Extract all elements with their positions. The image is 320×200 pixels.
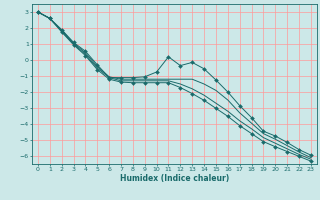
X-axis label: Humidex (Indice chaleur): Humidex (Indice chaleur)	[120, 174, 229, 183]
